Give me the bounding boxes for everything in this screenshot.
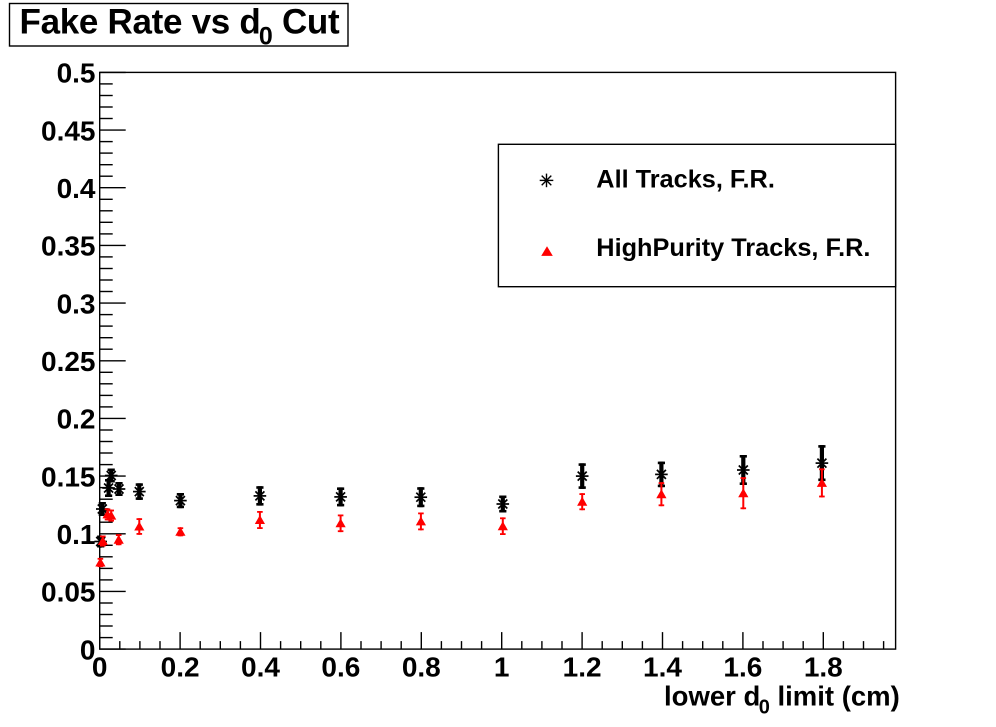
svg-text:0.4: 0.4 [241, 652, 280, 683]
svg-text:0.45: 0.45 [41, 115, 96, 146]
svg-text:1.8: 1.8 [804, 652, 843, 683]
svg-text:0.2: 0.2 [161, 652, 200, 683]
svg-text:0.2: 0.2 [57, 404, 96, 435]
svg-text:All Tracks, F.R.: All Tracks, F.R. [596, 165, 775, 193]
svg-text:0.6: 0.6 [321, 652, 360, 683]
svg-text:0.5: 0.5 [57, 58, 96, 89]
svg-text:0.35: 0.35 [41, 231, 96, 262]
svg-text:0.3: 0.3 [57, 288, 96, 319]
svg-text:0.8: 0.8 [402, 652, 441, 683]
svg-text:0.25: 0.25 [41, 346, 96, 377]
svg-text:0.4: 0.4 [57, 173, 96, 204]
svg-text:1.2: 1.2 [563, 652, 602, 683]
svg-text:1: 1 [494, 652, 510, 683]
svg-text:0: 0 [80, 634, 96, 665]
svg-text:HighPurity Tracks, F.R.: HighPurity Tracks, F.R. [596, 234, 870, 262]
svg-text:0.05: 0.05 [41, 577, 96, 608]
svg-text:1.4: 1.4 [643, 652, 682, 683]
svg-text:0.1: 0.1 [57, 519, 96, 550]
svg-text:1.6: 1.6 [723, 652, 762, 683]
svg-text:0.15: 0.15 [41, 461, 96, 492]
svg-text:0: 0 [92, 652, 108, 683]
